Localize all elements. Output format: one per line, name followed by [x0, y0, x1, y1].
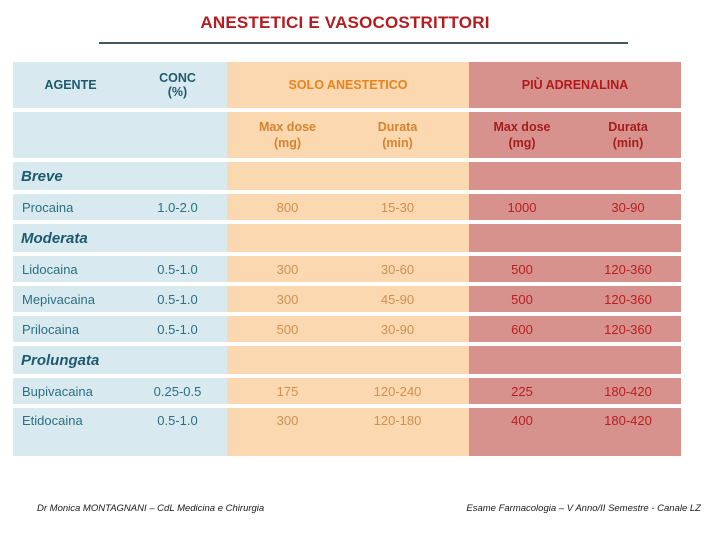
- cell-solo-durata: 45-90: [348, 286, 469, 312]
- cell-solo-durata: 120-240: [348, 378, 469, 404]
- footer-credit: Dr Monica MONTAGNANI – CdL Medicina e Ch…: [37, 503, 265, 514]
- cell-adr-durata: 180-420: [575, 378, 682, 404]
- cell-conc: 0.5-1.0: [128, 316, 227, 342]
- cell-adr-max-dose: 1000: [469, 194, 575, 220]
- cell-solo-max-dose: 300: [227, 256, 348, 282]
- cell-solo-durata: 30-90: [348, 316, 469, 342]
- cell-adr-max-dose: 400: [469, 408, 575, 456]
- cell-adr-max-dose: 500: [469, 286, 575, 312]
- cell-adr-durata: 120-360: [575, 316, 682, 342]
- section-label: Prolungata: [13, 346, 227, 374]
- cell-adr-max-dose: 600: [469, 316, 575, 342]
- column-header-agente: AGENTE: [13, 62, 128, 108]
- cell-drug-name: Bupivacaina: [13, 378, 128, 404]
- anesthetics-table: AGENTE CONC (%) SOLO ANESTETICO PIÙ ADRE…: [13, 58, 682, 460]
- cell-adr-durata: 180-420: [575, 408, 682, 456]
- subheader-adr-durata-line1: Durata: [608, 119, 648, 134]
- column-header-conc-line2: (%): [167, 85, 188, 99]
- cell-solo-durata-text: 120-180: [373, 413, 422, 428]
- section-row-moderata: Moderata: [13, 224, 682, 252]
- table-row-bupivacaina: Bupivacaina 0.25-0.5 175 120-240 225 180…: [13, 378, 682, 404]
- cell-adr-durata: 30-90: [575, 194, 682, 220]
- subheader-adr-max-line2: (mg): [508, 136, 536, 150]
- cell-drug-name: Mepivacaina: [13, 286, 128, 312]
- cell-solo-max-dose: 800: [227, 194, 348, 220]
- cell-drug-name: Lidocaina: [13, 256, 128, 282]
- table-row-procaina: Procaina 1.0-2.0 800 15-30 1000 30-90: [13, 194, 682, 220]
- subheader-solo-durata-line1: Durata: [377, 119, 418, 134]
- table-row-lidocaina: Lidocaina 0.5-1.0 300 30-60 500 120-360: [13, 256, 682, 282]
- cell-adr-max-text: 400: [511, 413, 533, 428]
- subheader-solo-max-dose: Max dose (mg): [227, 112, 348, 158]
- table-header-row: AGENTE CONC (%) SOLO ANESTETICO PIÙ ADRE…: [13, 62, 682, 108]
- column-header-conc: CONC (%): [128, 62, 227, 108]
- subheader-adr-max-line1: Max dose: [493, 119, 551, 134]
- cell-solo-max-dose: 175: [227, 378, 348, 404]
- cell-adr-max-dose: 225: [469, 378, 575, 404]
- cell-solo-max-dose: 500: [227, 316, 348, 342]
- cell-solo-durata: 15-30: [348, 194, 469, 220]
- cell-conc: 0.25-0.5: [128, 378, 227, 404]
- cell-conc: 0.5-1.0: [128, 286, 227, 312]
- cell-solo-max-dose: 300: [227, 408, 348, 456]
- cell-drug-name-text: Etidocaina: [22, 413, 83, 428]
- column-header-piu-adrenalina: PIÙ ADRENALINA: [469, 62, 682, 108]
- cell-solo-max-dose: 300: [227, 286, 348, 312]
- table-subheader-row: Max dose (mg) Durata (min) Max dose (mg)…: [13, 112, 682, 158]
- section-empty-solo: [227, 162, 469, 190]
- column-header-solo-anestetico: SOLO ANESTETICO: [227, 62, 469, 108]
- cell-solo-durata: 30-60: [348, 256, 469, 282]
- subheader-solo-durata: Durata (min): [348, 112, 469, 158]
- cell-adr-max-dose: 500: [469, 256, 575, 282]
- page-title: ANESTETICI E VASOCOSTRITTORI: [200, 13, 490, 32]
- section-empty-adr: [469, 224, 682, 252]
- section-empty-solo: [227, 224, 469, 252]
- column-header-conc-line1: CONC: [159, 71, 196, 85]
- subheader-adr-durata-line2: (min): [612, 136, 644, 150]
- subheader-adr-durata: Durata (min): [575, 112, 682, 158]
- subheader-solo-durata-line2: (min): [382, 136, 413, 150]
- cell-conc: 0.5-1.0: [128, 256, 227, 282]
- cell-adr-durata: 120-360: [575, 286, 682, 312]
- cell-conc: 0.5-1.0: [128, 408, 227, 456]
- table-row-prilocaina: Prilocaina 0.5-1.0 500 30-90 600 120-360: [13, 316, 682, 342]
- cell-conc: 1.0-2.0: [128, 194, 227, 220]
- cell-adr-durata: 120-360: [575, 256, 682, 282]
- subheader-empty-cell: [13, 112, 227, 158]
- cell-drug-name: Prilocaina: [13, 316, 128, 342]
- section-row-prolungata: Prolungata: [13, 346, 682, 374]
- subheader-adr-max-dose: Max dose (mg): [469, 112, 575, 158]
- cell-solo-max-text: 300: [276, 413, 299, 428]
- cell-conc-text: 0.5-1.0: [157, 413, 198, 428]
- subheader-solo-max-line2: (mg): [273, 136, 302, 150]
- cell-drug-name: Procaina: [13, 194, 128, 220]
- section-row-breve: Breve: [13, 162, 682, 190]
- cell-drug-name: Etidocaina: [13, 408, 128, 456]
- section-label: Moderata: [13, 224, 227, 252]
- section-empty-adr: [469, 162, 682, 190]
- subheader-solo-max-line1: Max dose: [259, 119, 316, 134]
- section-empty-adr: [469, 346, 682, 374]
- cell-adr-durata-text: 180-420: [604, 413, 652, 428]
- footer-course: Esame Farmacologia – V Anno/II Semestre …: [466, 503, 701, 514]
- title-underline: [99, 42, 628, 44]
- section-label: Breve: [13, 162, 227, 190]
- table-row-etidocaina: Etidocaina 0.5-1.0 300 120-180 400 180-4…: [13, 408, 682, 456]
- table-row-mepivacaina: Mepivacaina 0.5-1.0 300 45-90 500 120-36…: [13, 286, 682, 312]
- section-empty-solo: [227, 346, 469, 374]
- cell-solo-durata: 120-180: [348, 408, 469, 456]
